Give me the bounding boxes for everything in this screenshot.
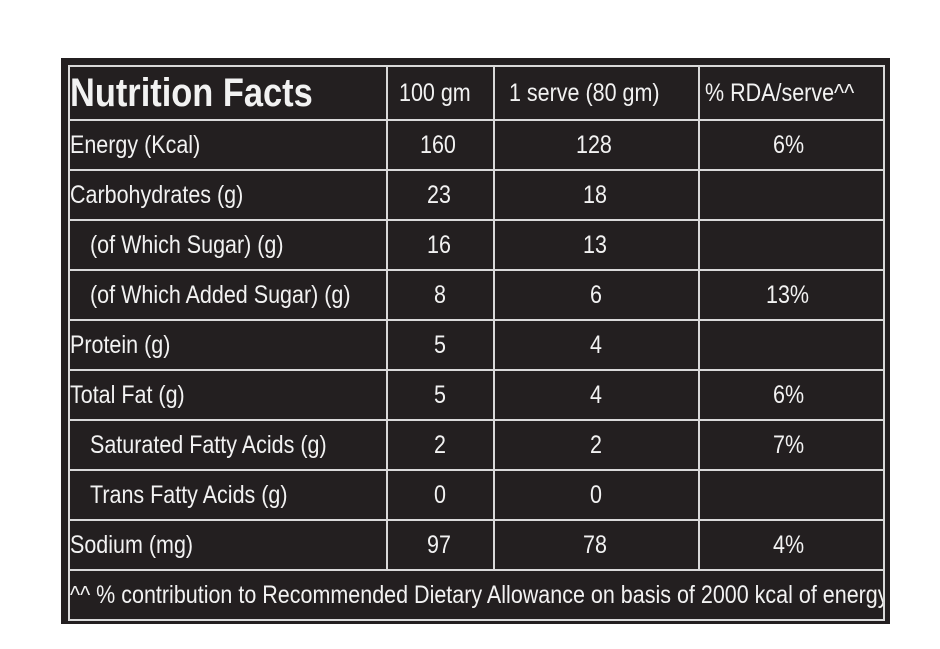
value-per-100gm: 160	[386, 119, 495, 171]
value-per-serve: 13	[493, 219, 700, 271]
nutrition-facts-panel: Nutrition Facts 100 gm 1 serve (80 gm) %…	[61, 58, 890, 624]
column-header-rda: % RDA/serve^^	[698, 65, 885, 121]
table-row-added-sugar: (of Which Added Sugar) (g) 8 6 13%	[68, 269, 885, 321]
column-header-100gm: 100 gm	[386, 65, 495, 121]
value-per-100gm: 2	[386, 419, 495, 471]
row-label: Energy (Kcal)	[68, 119, 388, 171]
value-per-100gm: 8	[386, 269, 495, 321]
value-per-serve: 18	[493, 169, 700, 221]
column-header-serve: 1 serve (80 gm)	[493, 65, 700, 121]
row-label: Total Fat (g)	[68, 369, 388, 421]
value-rda: 6%	[698, 119, 885, 171]
value-per-serve: 4	[493, 369, 700, 421]
value-rda: 13%	[698, 269, 885, 321]
value-per-100gm: 23	[386, 169, 495, 221]
value-per-100gm: 97	[386, 519, 495, 571]
value-per-serve: 128	[493, 119, 700, 171]
table-row-protein: Protein (g) 5 4	[68, 319, 885, 371]
table-row-carbohydrates: Carbohydrates (g) 23 18	[68, 169, 885, 221]
value-per-serve: 6	[493, 269, 700, 321]
value-rda	[698, 469, 885, 521]
value-rda: 4%	[698, 519, 885, 571]
row-label: Sodium (mg)	[68, 519, 388, 571]
value-rda	[698, 319, 885, 371]
value-per-serve: 2	[493, 419, 700, 471]
value-per-100gm: 5	[386, 319, 495, 371]
footnote: ^^ % contribution to Recommended Dietary…	[68, 569, 885, 621]
value-per-100gm: 16	[386, 219, 495, 271]
row-label: Protein (g)	[68, 319, 388, 371]
row-label: Saturated Fatty Acids (g)	[68, 419, 388, 471]
value-rda: 7%	[698, 419, 885, 471]
table-title: Nutrition Facts	[68, 65, 388, 121]
value-per-100gm: 5	[386, 369, 495, 421]
value-per-serve: 4	[493, 319, 700, 371]
table-row-total-fat: Total Fat (g) 5 4 6%	[68, 369, 885, 421]
table-row-sodium: Sodium (mg) 97 78 4%	[68, 519, 885, 571]
value-per-100gm: 0	[386, 469, 495, 521]
row-label: Trans Fatty Acids (g)	[68, 469, 388, 521]
footnote-row: ^^ % contribution to Recommended Dietary…	[68, 569, 885, 621]
row-label: (of Which Added Sugar) (g)	[68, 269, 388, 321]
row-label: Carbohydrates (g)	[68, 169, 388, 221]
value-rda: 6%	[698, 369, 885, 421]
table-row-saturated-fat: Saturated Fatty Acids (g) 2 2 7%	[68, 419, 885, 471]
table-row-sugar: (of Which Sugar) (g) 16 13	[68, 219, 885, 271]
row-label: (of Which Sugar) (g)	[68, 219, 388, 271]
nutrition-facts-table: Nutrition Facts 100 gm 1 serve (80 gm) %…	[68, 65, 885, 621]
value-rda	[698, 219, 885, 271]
value-per-serve: 0	[493, 469, 700, 521]
table-row-energy: Energy (Kcal) 160 128 6%	[68, 119, 885, 171]
header-row: Nutrition Facts 100 gm 1 serve (80 gm) %…	[68, 65, 885, 121]
value-rda	[698, 169, 885, 221]
table-row-trans-fat: Trans Fatty Acids (g) 0 0	[68, 469, 885, 521]
value-per-serve: 78	[493, 519, 700, 571]
